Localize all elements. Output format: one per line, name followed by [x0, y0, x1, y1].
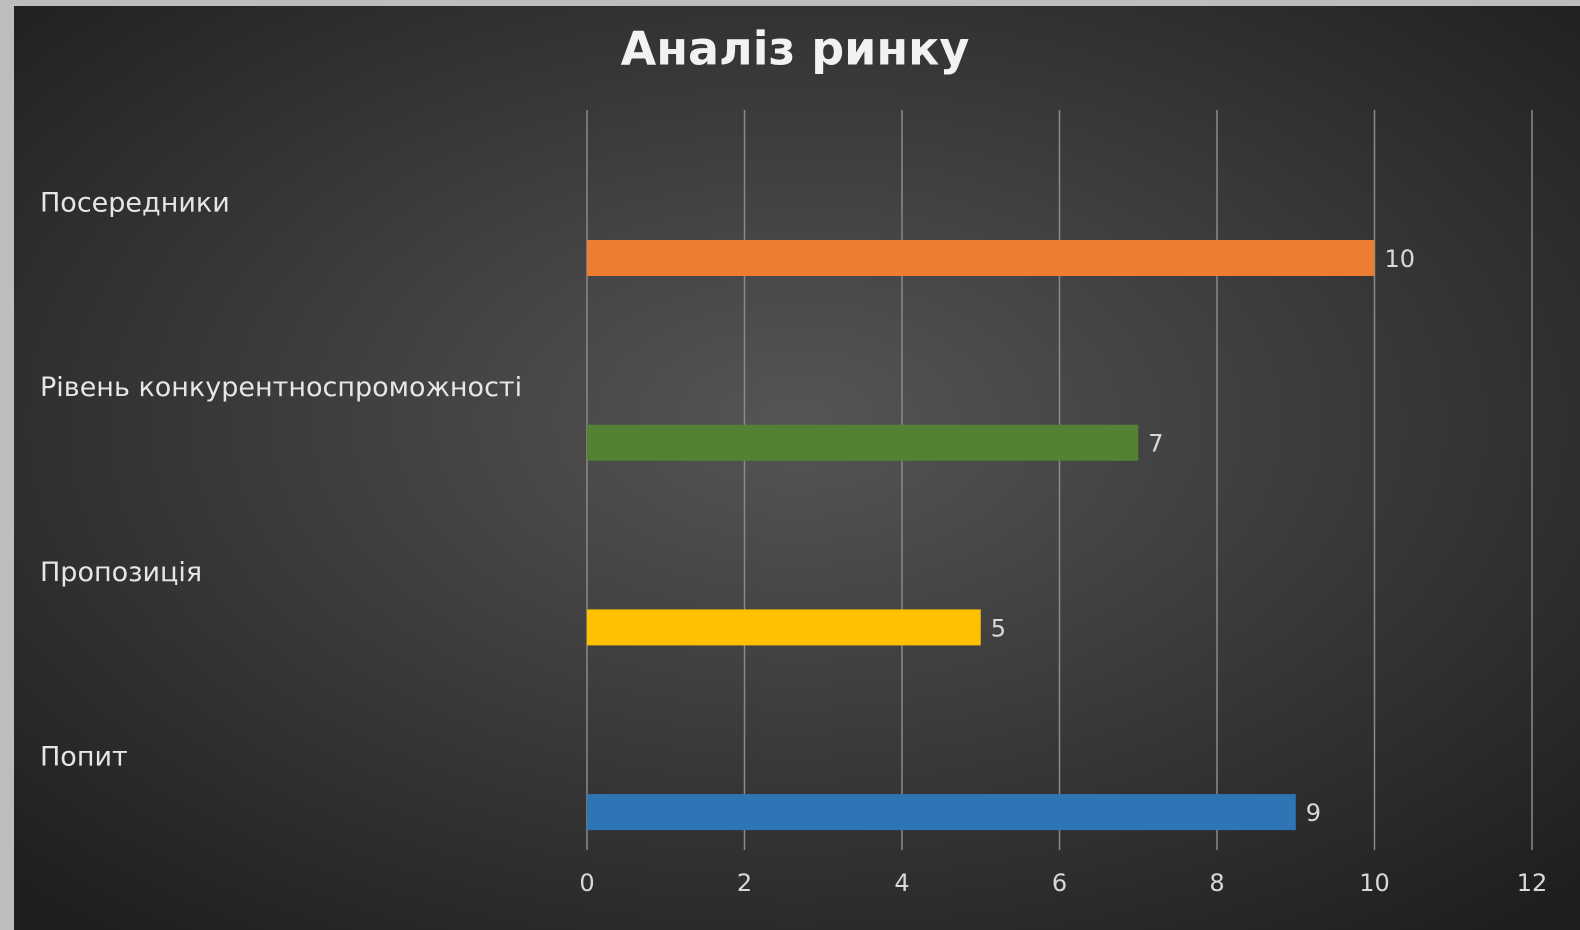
chart-area — [14, 6, 1580, 930]
x-tick-label: 0 — [579, 869, 594, 897]
x-tick-label: 10 — [1359, 869, 1390, 897]
value-label: 10 — [1385, 245, 1416, 273]
category-label: Попит — [40, 742, 128, 773]
x-tick-label: 12 — [1517, 869, 1548, 897]
bar — [587, 609, 981, 646]
x-tick-label: 8 — [1209, 869, 1224, 897]
x-tick-label: 4 — [894, 869, 909, 897]
category-label: Посередники — [40, 188, 230, 219]
x-tick-label: 6 — [1052, 869, 1067, 897]
category-label: Рівень конкурентноспроможності — [40, 372, 522, 403]
bar — [587, 794, 1296, 831]
value-label: 7 — [1148, 430, 1163, 458]
x-tick-label: 2 — [737, 869, 752, 897]
category-label: Пропозиція — [40, 557, 202, 588]
bar — [587, 424, 1139, 461]
bar — [587, 240, 1375, 276]
chart-title: Аналіз ринку — [621, 22, 970, 76]
value-label: 9 — [1306, 799, 1321, 827]
value-label: 5 — [991, 614, 1006, 642]
